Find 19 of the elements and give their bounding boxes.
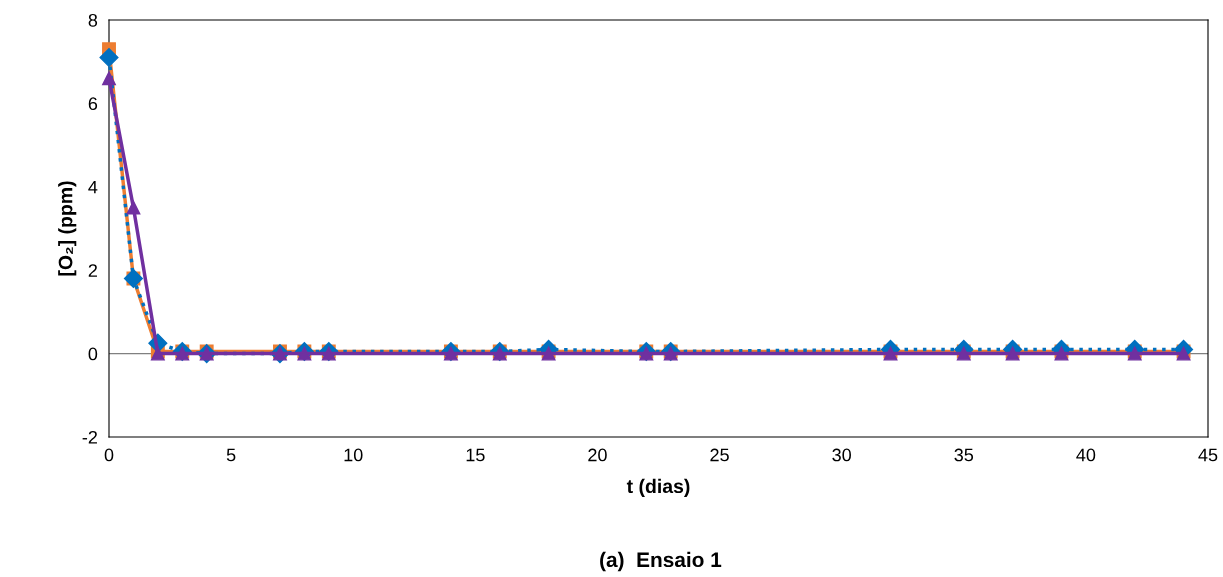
- x-tick-label: 20: [588, 448, 607, 462]
- x-tick-label: 0: [104, 448, 114, 462]
- x-tick-label: 25: [710, 448, 729, 462]
- x-axis-title: t (dias): [626, 478, 690, 497]
- y-tick-label: 0: [88, 347, 98, 361]
- x-tick-label: 45: [1198, 448, 1218, 462]
- y-tick-label: -2: [82, 430, 97, 444]
- x-tick-label: 15: [466, 448, 485, 462]
- y-tick-label: 8: [88, 13, 98, 27]
- y-tick-label: 6: [88, 97, 98, 111]
- x-tick-label: 35: [954, 448, 974, 462]
- x-tick-label: 5: [226, 448, 236, 462]
- x-tick-label: 40: [1076, 448, 1096, 462]
- text: (a) Ensaio 1: [600, 551, 722, 572]
- y-tick-label: 4: [88, 180, 98, 194]
- x-tick-label: 30: [832, 448, 851, 462]
- y-tick-label: 2: [88, 264, 97, 277]
- y-axis-title: [O₂] (ppm): [58, 181, 77, 276]
- x-tick-label: 10: [344, 448, 363, 462]
